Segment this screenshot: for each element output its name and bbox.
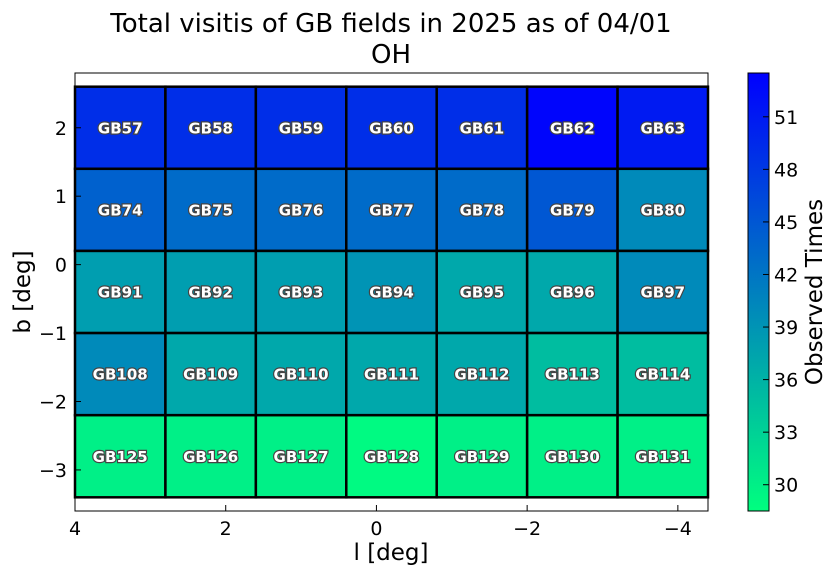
field-label: GB63 (640, 119, 685, 137)
colorbar-label: Observed Times (802, 199, 828, 385)
heatmap-cell (164, 167, 258, 253)
field-label: GB113 (545, 366, 600, 384)
heatmap-cell (525, 249, 619, 335)
field-label: GB125 (93, 448, 148, 466)
x-tick-label: 0 (370, 518, 382, 540)
field-label: GB74 (98, 201, 143, 219)
heatmap-cell (345, 249, 438, 335)
colorbar-tick-label: 45 (774, 212, 798, 234)
field-label: GB80 (640, 201, 685, 219)
heatmap-cell (616, 331, 710, 417)
field-label: GB127 (274, 448, 329, 466)
y-tick-label: 2 (55, 118, 67, 140)
heatmap-cell (73, 249, 167, 335)
field-label: GB114 (635, 366, 690, 384)
heatmap-cell (616, 413, 710, 499)
colorbar-tick-label: 33 (774, 422, 798, 444)
heatmap-cell (525, 331, 619, 417)
heatmap-cell (73, 331, 167, 417)
field-label: GB77 (369, 201, 414, 219)
x-tick-label: −4 (664, 518, 692, 540)
field-label: GB78 (460, 201, 505, 219)
field-label: GB79 (550, 201, 595, 219)
y-axis-label: b [deg] (10, 250, 36, 333)
heatmap-cell (345, 167, 438, 253)
colorbar-tick-label: 39 (774, 317, 798, 339)
colorbar-tick-label: 48 (774, 159, 798, 181)
colorbar-axis: 30 33 36 39 42 45 48 51 (763, 107, 798, 497)
field-label: GB57 (98, 119, 143, 137)
heatmap-cell (164, 249, 258, 335)
heatmap-cell (435, 85, 529, 171)
field-label: GB95 (460, 284, 505, 302)
field-label: GB109 (183, 366, 238, 384)
x-tick-label: 4 (69, 518, 81, 540)
heatmap-cell (525, 413, 619, 499)
x-axis: 4 2 0 −2 −4 (69, 505, 692, 540)
field-label: GB59 (279, 119, 324, 137)
field-label: GB92 (188, 284, 233, 302)
field-label: GB128 (364, 448, 419, 466)
field-label: GB111 (364, 366, 419, 384)
heatmap-cell (616, 249, 710, 335)
field-label: GB76 (279, 201, 324, 219)
chart-title: Total visitis of GB fields in 2025 as of… (109, 9, 671, 39)
colorbar-tick-label: 30 (774, 475, 798, 497)
chart-subtitle: OH (371, 40, 411, 70)
y-axis: 2 1 0 −1 −2 −3 (39, 118, 81, 482)
heatmap-cell (616, 85, 710, 171)
heatmap-cell (73, 85, 167, 171)
colorbar-tick-label: 42 (774, 264, 798, 286)
heatmap-cell (435, 249, 529, 335)
heatmap-cell (254, 249, 348, 335)
field-label: GB62 (550, 119, 595, 137)
field-label: GB108 (93, 366, 148, 384)
heatmap-cell (525, 167, 619, 253)
field-label: GB75 (188, 201, 233, 219)
x-tick-label: −2 (513, 518, 541, 540)
heatmap-cell (164, 413, 258, 499)
field-label: GB110 (274, 366, 329, 384)
field-label: GB130 (545, 448, 600, 466)
y-tick-label: 0 (55, 255, 67, 277)
field-label: GB126 (183, 448, 238, 466)
field-label: GB61 (460, 119, 505, 137)
field-label: GB129 (454, 448, 509, 466)
x-axis-label: l [deg] (354, 540, 429, 566)
heatmap-cell (435, 331, 529, 417)
field-label: GB60 (369, 119, 414, 137)
field-label: GB112 (454, 366, 509, 384)
y-tick-label: 1 (55, 186, 67, 208)
heatmap-cells (73, 85, 710, 499)
field-label: GB94 (369, 284, 414, 302)
field-label: GB91 (98, 284, 143, 302)
colorbar (747, 72, 770, 512)
field-labels: GB57 GB58 GB59 GB60 GB61 GB62 GB63 GB74 GB75 GB76… (91, 118, 691, 467)
colorbar-tick-label: 36 (774, 370, 798, 392)
y-tick-label: −2 (39, 392, 67, 414)
field-label: GB93 (279, 284, 324, 302)
field-label: GB96 (550, 284, 595, 302)
colorbar-tick-label: 51 (774, 107, 798, 129)
field-label: GB58 (188, 119, 233, 137)
field-label: GB97 (640, 284, 685, 302)
y-tick-label: −1 (39, 323, 67, 345)
y-tick-label: −3 (39, 460, 67, 482)
heatmap-cell (435, 413, 529, 499)
x-tick-label: 2 (220, 518, 232, 540)
field-label: GB131 (635, 448, 690, 466)
